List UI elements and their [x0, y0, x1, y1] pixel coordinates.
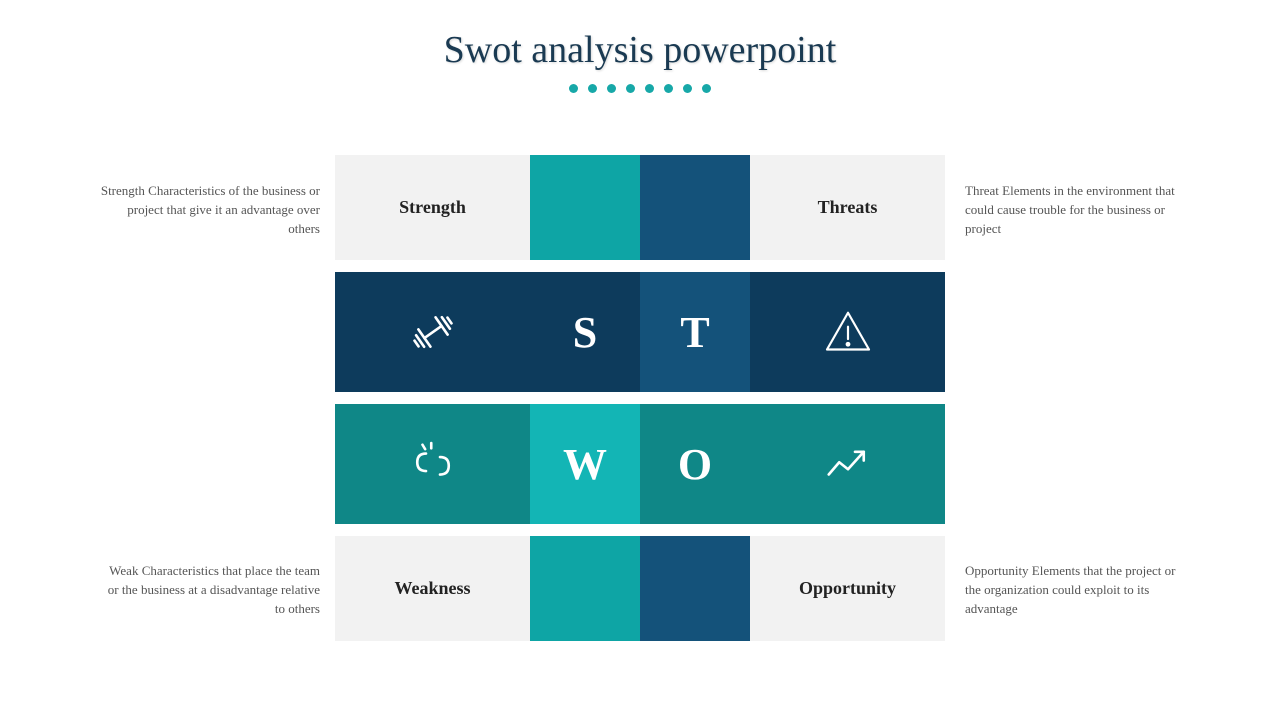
title-dot: [569, 84, 578, 93]
title-dot: [664, 84, 673, 93]
strength-desc: Strength Characteristics of the business…: [100, 182, 320, 239]
warning-triangle-icon: [820, 304, 876, 360]
title-dot: [702, 84, 711, 93]
w-letter-cell: W: [530, 404, 640, 524]
dumbbell-icon: [405, 304, 461, 360]
t-letter-cell: T: [640, 272, 750, 392]
title-dot: [588, 84, 597, 93]
threats-label: Threats: [818, 197, 878, 218]
teal-vertical-top: [530, 155, 640, 260]
teal-vertical-bottom: [530, 536, 640, 641]
title-dot: [683, 84, 692, 93]
t-letter: T: [680, 307, 709, 358]
weakness-icon-cell: [335, 404, 530, 524]
w-letter: W: [563, 439, 607, 490]
growth-arrow-icon: [820, 436, 876, 492]
threats-icon-cell: [750, 272, 945, 392]
o-letter-cell: O: [640, 404, 750, 524]
title-dot: [607, 84, 616, 93]
threats-desc: Threat Elements in the environment that …: [965, 182, 1185, 239]
o-letter: O: [678, 439, 712, 490]
s-letter-cell: S: [530, 272, 640, 392]
slide-title: Swot analysis powerpoint: [0, 0, 1280, 72]
strength-label: Strength: [399, 197, 466, 218]
s-letter: S: [573, 307, 597, 358]
opportunity-label-cell: Opportunity: [750, 536, 945, 641]
navy-vertical-top: [640, 155, 750, 260]
opportunity-desc: Opportunity Elements that the project or…: [965, 562, 1185, 619]
threats-label-cell: Threats: [750, 155, 945, 260]
swot-grid: Strength Threats S T: [335, 155, 945, 655]
title-dots: [0, 84, 1280, 93]
broken-link-icon: [405, 436, 461, 492]
navy-vertical-bottom: [640, 536, 750, 641]
strength-label-cell: Strength: [335, 155, 530, 260]
title-dot: [626, 84, 635, 93]
weakness-desc: Weak Characteristics that place the team…: [100, 562, 320, 619]
title-dot: [645, 84, 654, 93]
strength-icon-cell: [335, 272, 530, 392]
opportunity-icon-cell: [750, 404, 945, 524]
opportunity-label: Opportunity: [799, 578, 896, 599]
weakness-label: Weakness: [394, 578, 470, 599]
weakness-label-cell: Weakness: [335, 536, 530, 641]
